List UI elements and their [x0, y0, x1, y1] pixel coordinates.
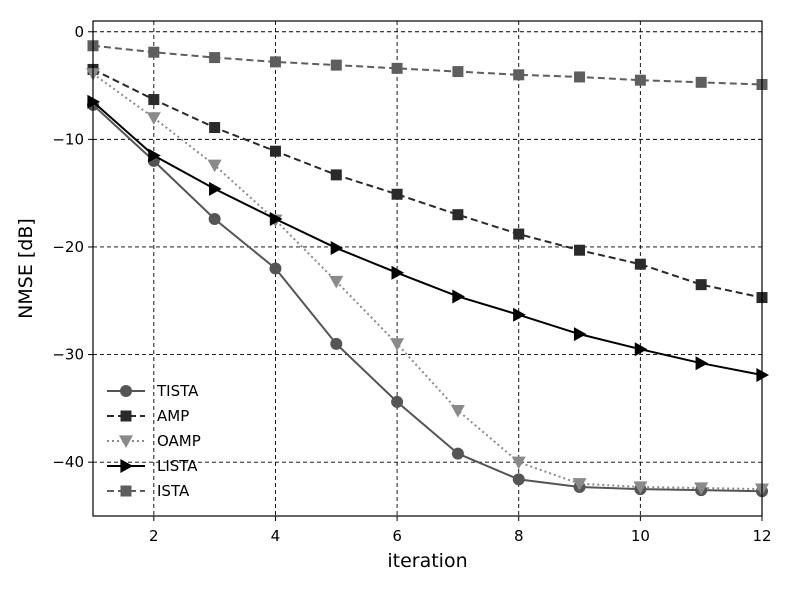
legend-marker-amp	[120, 410, 132, 422]
point-amp-2	[148, 94, 160, 106]
y-tick-label-0: 0	[74, 23, 84, 41]
y-tick-label--10: −10	[52, 130, 84, 148]
legend-entry-lista: LISTA	[107, 457, 198, 475]
point-amp-10	[634, 258, 646, 270]
point-ista-9	[574, 71, 586, 83]
y-tick-label--30: −30	[52, 346, 84, 364]
legend-entry-oamp: OAMP	[107, 432, 201, 450]
series-line-amp	[92, 68, 763, 299]
y-tick-label--40: −40	[52, 453, 84, 471]
point-amp-11	[695, 279, 707, 291]
point-ista-8	[513, 69, 525, 81]
point-oamp-10	[633, 481, 648, 494]
x-tick-label-12: 12	[752, 527, 771, 545]
point-oamp-6	[390, 338, 405, 351]
x-tick-label-6: 6	[392, 527, 402, 545]
point-amp-7	[452, 209, 464, 221]
point-oamp-7	[450, 404, 465, 418]
point-lista-1	[87, 94, 100, 109]
legend-marker-lista	[120, 459, 133, 473]
point-lista-3	[209, 181, 222, 196]
point-lista-4	[269, 212, 283, 226]
series-ista	[87, 40, 768, 90]
series-layer	[86, 40, 769, 498]
legend-label-ista: ISTA	[157, 482, 190, 500]
x-tick-label-8: 8	[514, 527, 524, 545]
y-axis-label: NMSE [dB]	[15, 218, 37, 319]
point-amp-9	[574, 244, 586, 256]
point-lista-2	[148, 148, 161, 163]
x-axis-label: iteration	[387, 550, 467, 572]
legend-label-lista: LISTA	[157, 457, 198, 475]
point-oamp-9	[572, 478, 587, 491]
point-ista-11	[695, 76, 707, 88]
point-ista-4	[269, 56, 281, 68]
point-ista-7	[452, 66, 464, 78]
point-tista-5	[330, 337, 343, 350]
legend-label-amp: AMP	[157, 407, 189, 425]
legend-label-oamp: OAMP	[157, 432, 201, 450]
series-oamp	[86, 68, 769, 497]
point-lista-6	[391, 265, 405, 280]
legend-marker-tista	[120, 385, 132, 397]
legend-entry-ista: ISTA	[107, 482, 190, 500]
series-line-lista	[92, 100, 763, 377]
point-lista-12	[756, 368, 769, 383]
point-tista-7	[451, 447, 464, 460]
series-amp	[87, 63, 768, 304]
point-oamp-3	[207, 159, 222, 173]
point-lista-9	[573, 327, 587, 342]
point-oamp-11	[694, 482, 709, 496]
series-lista	[87, 94, 769, 383]
point-lista-11	[695, 356, 709, 371]
series-line-tista	[92, 104, 763, 493]
point-lista-10	[634, 342, 648, 357]
point-tista-6	[391, 395, 404, 408]
point-oamp-5	[329, 275, 344, 289]
y-tick-label--20: −20	[52, 238, 84, 256]
legend: TISTA AMP OAMP LISTA ISTA	[107, 382, 201, 500]
point-oamp-2	[146, 112, 161, 125]
point-amp-5	[330, 169, 342, 181]
point-ista-6	[391, 62, 403, 74]
point-ista-5	[330, 59, 342, 71]
legend-entry-tista: TISTA	[107, 382, 199, 400]
ticks: 2 4 6 8 10 12 0 −10 −20 −30 −40	[52, 23, 771, 545]
point-tista-4	[269, 262, 282, 275]
legend-marker-oamp	[119, 435, 133, 448]
x-tick-label-2: 2	[149, 527, 159, 545]
point-tista-3	[208, 213, 221, 225]
point-ista-2	[148, 46, 160, 58]
series-line-ista	[92, 44, 763, 86]
legend-marker-ista	[120, 485, 132, 497]
point-oamp-8	[511, 456, 526, 470]
legend-label-tista: TISTA	[156, 382, 199, 400]
point-ista-10	[634, 74, 646, 86]
point-lista-7	[452, 289, 465, 304]
plot-frame	[92, 20, 763, 517]
x-tick-label-4: 4	[271, 527, 281, 545]
point-amp-8	[513, 228, 525, 240]
point-tista-8	[512, 473, 525, 486]
legend-entry-amp: AMP	[107, 407, 189, 425]
point-amp-3	[209, 122, 221, 134]
point-lista-8	[513, 307, 526, 322]
point-ista-3	[209, 52, 221, 64]
point-amp-4	[269, 145, 281, 157]
point-amp-6	[391, 188, 403, 200]
x-tick-label-10: 10	[631, 527, 650, 545]
point-lista-5	[330, 241, 344, 256]
